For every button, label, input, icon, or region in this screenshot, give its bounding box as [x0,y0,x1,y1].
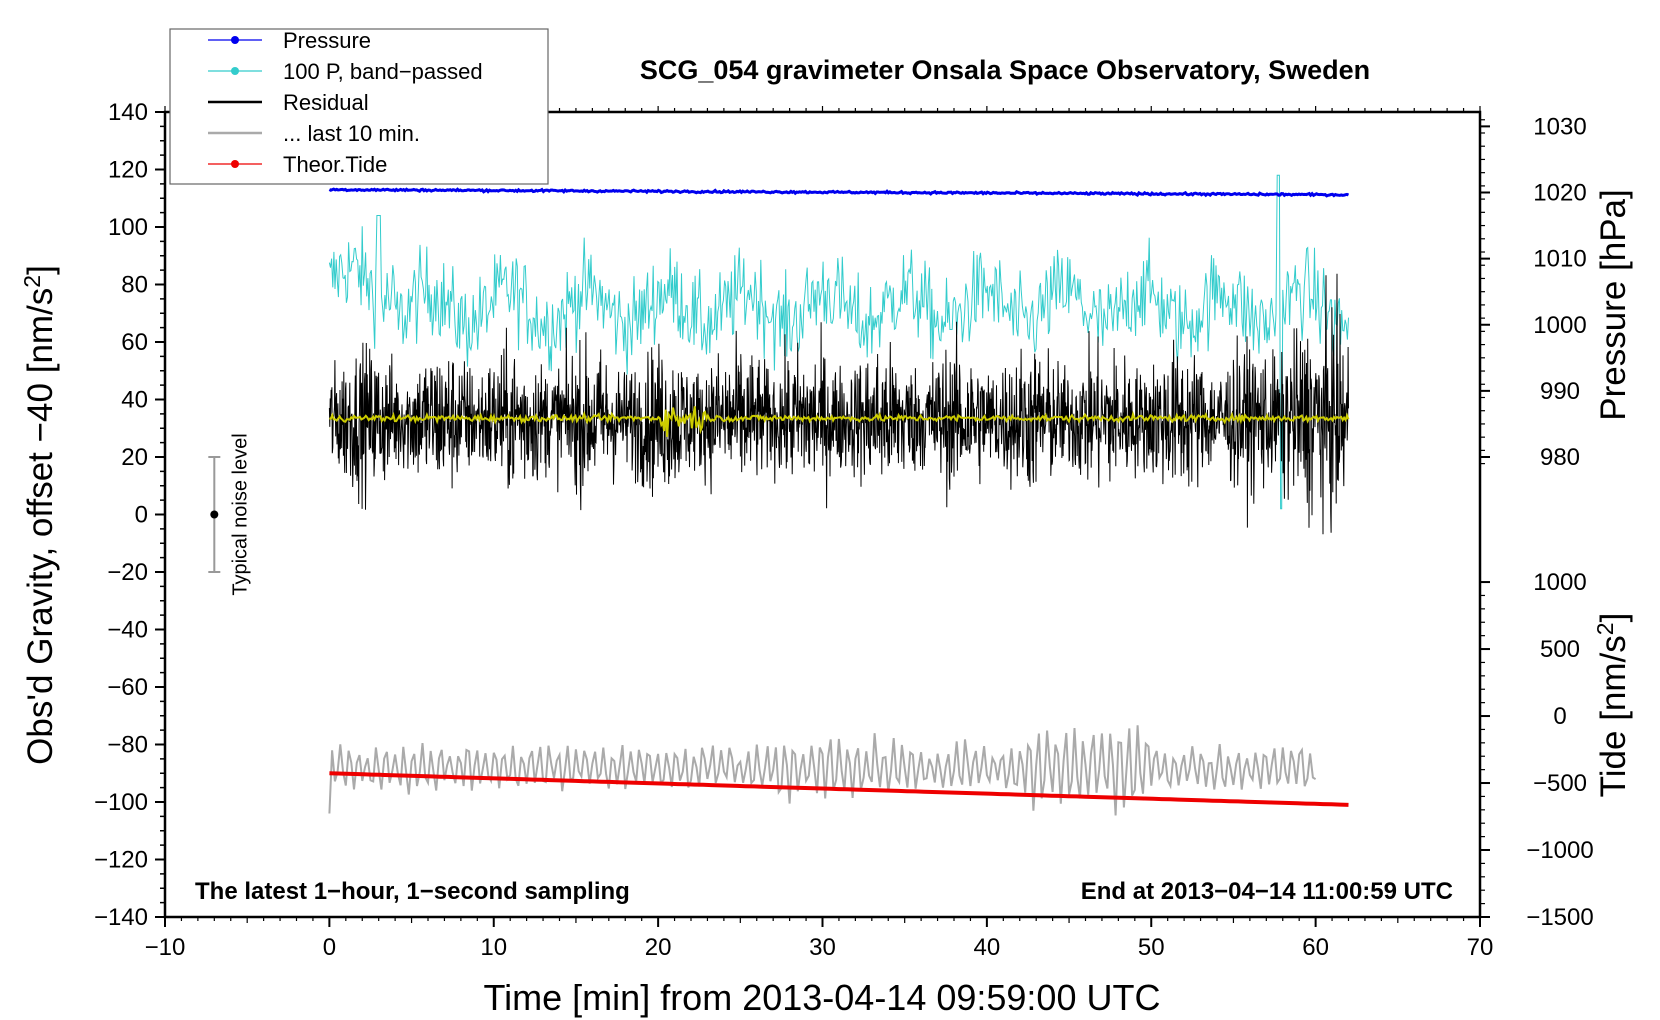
legend: Pressure 100 P, band−passed Residual ... la… [169,28,549,185]
series-last-10-min-line [328,725,1317,816]
pressure-tick-label: 1020 [1533,180,1586,207]
x-tick-label: 50 [1138,934,1165,961]
axis-ticks: 140120100806040200−20−40−60−80−100−120−1… [94,99,1594,961]
series-pressure-line [328,187,1350,198]
y-axis-label-main: Obs'd Gravity, offset −40 [nm/s [21,288,60,765]
legend-label-last10: ... last 10 min. [283,121,420,146]
legend-box [169,28,549,185]
tide-tick-label: −1500 [1526,904,1593,931]
legend-marker-tide [231,160,239,168]
pressure-tick-label: 990 [1540,378,1580,405]
pressure-tick-label: 980 [1540,444,1580,471]
y-tick-label: −40 [107,617,148,644]
series-smoothed-residual-line [329,406,1350,437]
y-tick-label: 60 [121,329,148,356]
annotation-latest-hour: The latest 1−hour, 1−second sampling [195,878,630,905]
noise-level-center-dot [210,510,219,519]
y-tick-label: 140 [108,99,148,126]
tide-axis-label-sup: 2 [1592,622,1618,635]
legend-label-pressure: Pressure [283,28,371,53]
y-tick-label: −60 [107,674,148,701]
pressure-tick-label: 1000 [1533,312,1586,339]
tide-tick-label: −1000 [1526,837,1593,864]
x-tick-label: 70 [1467,934,1494,961]
tide-tick-label: 500 [1540,636,1580,663]
tide-tick-label: 1000 [1533,569,1586,596]
y-tick-label: 120 [108,157,148,184]
x-tick-label: −10 [145,934,186,961]
y-tick-label: −20 [107,559,148,586]
tide-tick-label: 0 [1553,703,1566,730]
y-tick-label: −100 [94,789,148,816]
y-tick-label: −140 [94,904,148,931]
x-tick-label: 10 [480,934,507,961]
tide-tick-label: −500 [1533,770,1587,797]
tide-axis-label-main: Tide [nm/s [1594,635,1633,797]
x-tick-label: 30 [809,934,836,961]
y-tick-label: 100 [108,214,148,241]
legend-marker-bandpass [231,67,239,75]
legend-label-bandpass: 100 P, band−passed [283,59,483,84]
y-axis-label-close: ] [21,265,60,275]
y-tick-label: −80 [107,732,148,759]
x-tick-label: 20 [645,934,672,961]
pressure-tick-label: 1010 [1533,246,1586,273]
y-tick-label: 80 [121,272,148,299]
data-layer [328,174,1350,816]
noise-level-label: Typical noise level [229,433,251,595]
y-tick-label: 40 [121,387,148,414]
series-bandpassed-pressure-line [328,174,1349,510]
x-tick-label: 0 [323,934,336,961]
legend-marker-pressure [231,36,239,44]
legend-label-residual: Residual [283,90,369,115]
series-residual-line [328,273,1349,535]
series-theoretical-tide-line [329,771,1349,807]
y-axis-label-sup: 2 [19,275,45,288]
x-axis-label: Time [min] from 2013-04-14 09:59:00 UTC [484,977,1161,1018]
noise-level-indicator: Typical noise level [208,433,251,596]
x-tick-label: 40 [974,934,1001,961]
x-tick-label: 60 [1302,934,1329,961]
tide-axis-label-close: ] [1594,613,1633,623]
annotation-end-time: End at 2013−04−14 11:00:59 UTC [1081,878,1453,905]
y-axis-label: Obs'd Gravity, offset −40 [nm/s2] [19,265,60,765]
y-tick-label: 20 [121,444,148,471]
y-tick-label: −120 [94,847,148,874]
tide-axis-label: Tide [nm/s2] [1592,613,1633,798]
pressure-tick-label: 1030 [1533,113,1586,140]
legend-label-tide: Theor.Tide [283,152,387,177]
chart-title: SCG_054 gravimeter Onsala Space Observat… [640,55,1370,85]
y-tick-label: 0 [135,502,148,529]
pressure-axis-label: Pressure [hPa] [1594,189,1633,421]
